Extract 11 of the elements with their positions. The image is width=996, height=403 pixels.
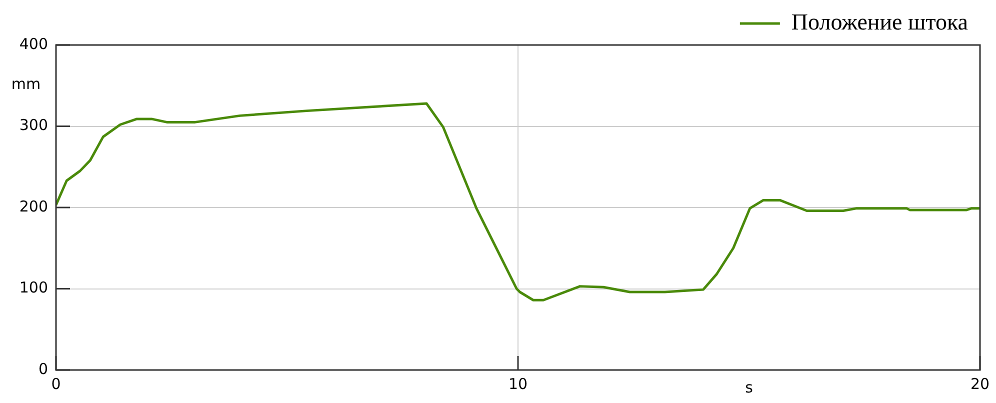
y-tick-label: 300 xyxy=(19,116,48,134)
x-tick-label: 20 xyxy=(970,374,990,393)
y-axis-title: mm xyxy=(11,74,41,93)
legend-label: Положение штока xyxy=(791,10,968,35)
x-tick-label: 0 xyxy=(51,374,61,393)
y-tick-label: 0 xyxy=(38,360,48,378)
y-tick-label: 100 xyxy=(19,278,48,297)
y-tick-label: 200 xyxy=(19,197,48,216)
x-axis-title: s xyxy=(745,378,754,396)
x-tick-label: 10 xyxy=(508,374,528,393)
y-tick-label: 400 xyxy=(19,34,48,53)
